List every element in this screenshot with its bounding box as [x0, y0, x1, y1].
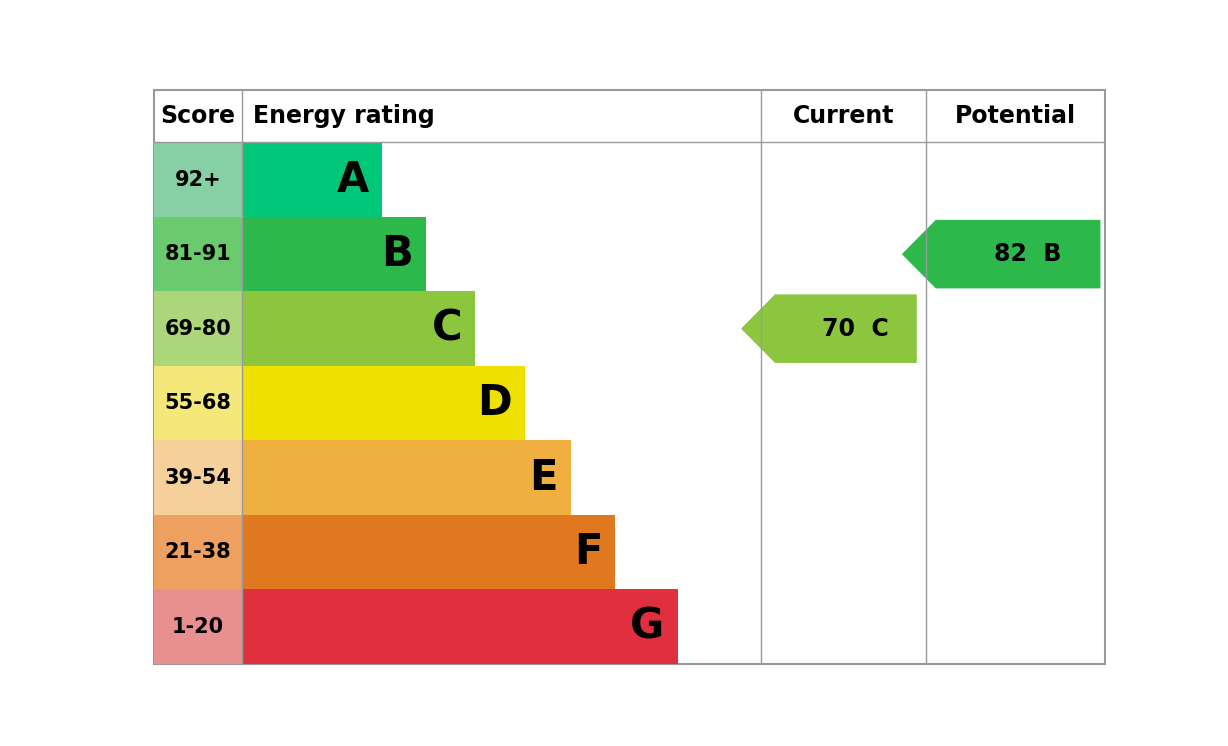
Text: 92+: 92+ — [174, 169, 221, 189]
Text: 1-20: 1-20 — [172, 617, 223, 636]
Text: B: B — [381, 233, 413, 275]
Text: 21-38: 21-38 — [165, 542, 231, 562]
Bar — [154, 142, 242, 217]
Text: Current: Current — [793, 104, 894, 128]
Bar — [154, 366, 242, 440]
Text: 55-68: 55-68 — [165, 393, 231, 413]
Bar — [242, 440, 571, 515]
Bar — [242, 142, 382, 217]
Text: 82  B: 82 B — [993, 242, 1061, 266]
Text: A: A — [336, 159, 368, 201]
Text: Score: Score — [161, 104, 236, 128]
Text: D: D — [476, 382, 511, 424]
Bar — [154, 515, 242, 589]
Text: Potential: Potential — [955, 104, 1076, 128]
Text: 70  C: 70 C — [822, 316, 889, 341]
Text: G: G — [630, 606, 664, 648]
Polygon shape — [740, 295, 917, 363]
Bar — [154, 292, 242, 366]
Bar — [154, 440, 242, 515]
Text: C: C — [431, 307, 462, 350]
Polygon shape — [901, 220, 1100, 289]
Bar — [242, 217, 426, 292]
Text: 39-54: 39-54 — [165, 468, 231, 488]
Text: Energy rating: Energy rating — [253, 104, 435, 128]
Bar — [242, 366, 524, 440]
Text: 81-91: 81-91 — [165, 244, 231, 264]
Bar — [242, 589, 678, 664]
Text: 69-80: 69-80 — [165, 319, 231, 339]
Text: F: F — [573, 531, 602, 573]
Text: E: E — [529, 457, 558, 498]
Bar — [154, 589, 242, 664]
Bar — [242, 515, 615, 589]
Bar — [154, 217, 242, 292]
Bar — [242, 292, 475, 366]
